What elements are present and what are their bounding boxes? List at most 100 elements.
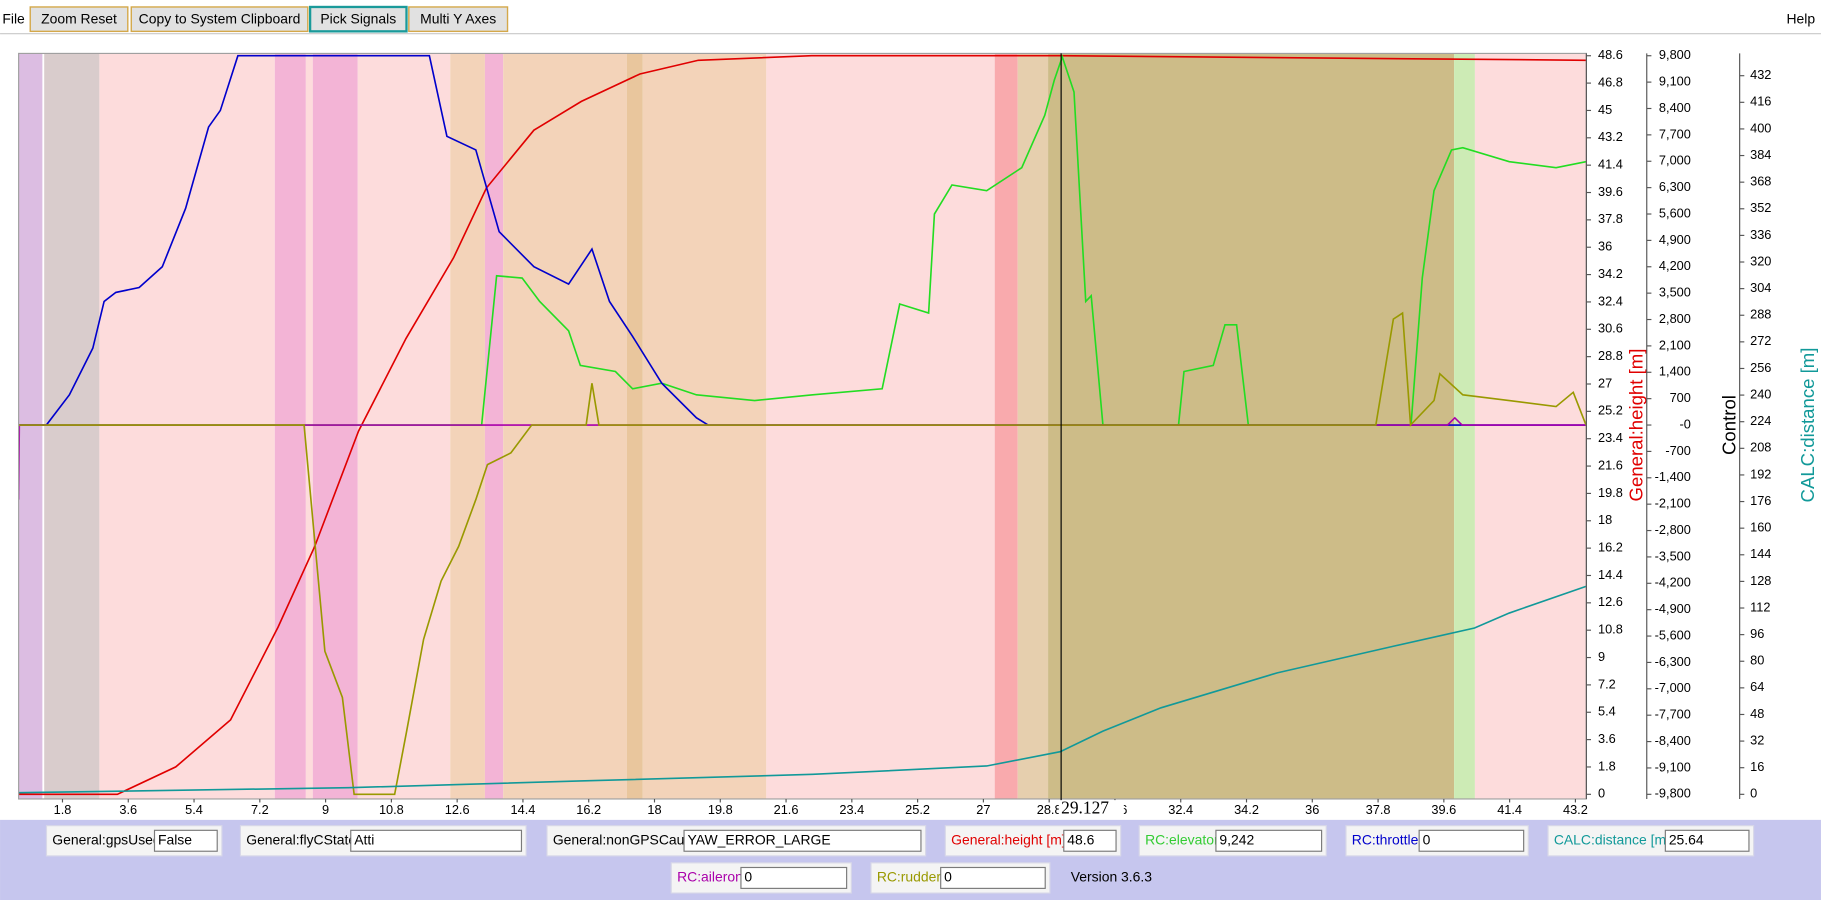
y-tick-label: 144	[1750, 546, 1771, 561]
y-tick-label: 176	[1750, 493, 1771, 508]
y-tick-label: 416	[1750, 94, 1771, 109]
status-field-value[interactable]: Atti	[354, 831, 374, 847]
state-band	[1017, 53, 1049, 799]
y-tick-label: 64	[1750, 679, 1764, 694]
y-tick-label: -6,300	[1655, 654, 1691, 669]
state-band	[99, 53, 275, 799]
y-axis-title: General:height [m]	[1625, 349, 1646, 502]
status-field-value[interactable]: 48.6	[1067, 831, 1094, 847]
x-tick-label: 1.8	[54, 802, 72, 817]
menu-help[interactable]: Help	[1787, 10, 1816, 26]
y-tick-label: 30.6	[1598, 321, 1623, 336]
x-tick-label: 21.6	[774, 802, 799, 817]
y-tick-label: 256	[1750, 360, 1771, 375]
y-tick-label: 7,700	[1659, 126, 1691, 141]
y-tick-label: 39.6	[1598, 184, 1623, 199]
state-band	[1474, 53, 1587, 799]
toolbar-button[interactable]	[408, 6, 509, 33]
x-tick-label: 43.2	[1563, 802, 1588, 817]
status-field-input[interactable]	[153, 829, 218, 852]
y-tick-label: 4,200	[1659, 258, 1691, 273]
y-tick-label: 19.8	[1598, 485, 1623, 500]
toolbar-button[interactable]	[308, 5, 408, 33]
status-field-value[interactable]: 0	[744, 869, 752, 885]
y-tick-label: 96	[1750, 626, 1764, 641]
state-band	[357, 53, 451, 799]
status-field-input[interactable]	[1063, 829, 1117, 852]
x-tick-label: 41.4	[1497, 802, 1522, 817]
toolbar-button-label[interactable]: Multi Y Axes	[420, 10, 496, 26]
y-tick-label: -7,000	[1655, 680, 1691, 695]
toolbar-button[interactable]	[29, 6, 129, 33]
y-tick-label: 12.6	[1598, 594, 1623, 609]
x-tick-label: 5.4	[185, 802, 203, 817]
x-tick-label: 18	[647, 802, 661, 817]
y-tick-label: -7,700	[1655, 707, 1691, 722]
y-tick-label: -9,800	[1655, 786, 1691, 801]
status-field-input[interactable]	[1664, 829, 1750, 852]
y-tick-label: 336	[1750, 227, 1771, 242]
series-line	[18, 54, 1587, 426]
status-field-value[interactable]: 25.64	[1669, 831, 1704, 847]
status-field-value[interactable]: 0	[1423, 831, 1431, 847]
series-line	[18, 54, 1587, 796]
y-tick-label: 0	[1750, 786, 1757, 801]
toolbar-button-label[interactable]: Pick Signals	[320, 10, 396, 26]
x-tick-label: 14.4	[511, 802, 536, 817]
series-line	[18, 585, 1587, 794]
menu-file[interactable]: File	[2, 10, 25, 26]
y-tick-label: -5,600	[1655, 627, 1691, 642]
y-tick-label: -4,200	[1655, 575, 1691, 590]
state-band	[44, 53, 100, 799]
y-tick-label: 10.8	[1598, 622, 1623, 637]
y-tick-label: 36	[1598, 239, 1612, 254]
status-field-value[interactable]: 9,242	[1219, 831, 1254, 847]
x-tick-label: 27	[976, 802, 990, 817]
y-tick-label: 432	[1750, 67, 1771, 82]
status-field-value[interactable]: 0	[944, 869, 952, 885]
y-tick-label: 32	[1750, 732, 1764, 747]
y-tick-label: 9,100	[1659, 73, 1691, 88]
status-field-label: General:height [m]	[951, 831, 1066, 847]
toolbar-button-label[interactable]: Zoom Reset	[41, 10, 117, 26]
y-tick-label: 0	[1598, 786, 1605, 801]
toolbar-button-label[interactable]: Copy to System Clipboard	[139, 10, 301, 26]
status-field-input[interactable]	[1215, 829, 1323, 852]
y-tick-label: 2,100	[1659, 337, 1691, 352]
y-tick-label: 224	[1750, 413, 1771, 428]
status-field-input[interactable]	[940, 866, 1046, 889]
y-tick-label: 45	[1598, 102, 1612, 117]
y-tick-label: 3,500	[1659, 285, 1691, 300]
y-tick-label: 48.6	[1598, 47, 1623, 62]
y-tick-label: 37.8	[1598, 211, 1623, 226]
x-tick-label: 3.6	[119, 802, 137, 817]
state-band	[305, 53, 313, 799]
toolbar-button[interactable]	[130, 6, 309, 33]
y-tick-label: 272	[1750, 333, 1771, 348]
y-tick-label: 25.2	[1598, 403, 1623, 418]
y-axis-title: Control	[1718, 395, 1739, 455]
y-tick-label: 18	[1598, 512, 1612, 527]
status-field-input[interactable]	[350, 829, 523, 852]
state-band	[503, 53, 627, 799]
x-tick-label: 16.2	[576, 802, 601, 817]
version-label: Version 3.6.3	[1071, 869, 1153, 885]
status-field-value[interactable]: False	[158, 831, 192, 847]
x-tick-label: 7.2	[251, 802, 269, 817]
y-tick-label: 400	[1750, 120, 1771, 135]
y-tick-label: 6,300	[1659, 179, 1691, 194]
status-field-value[interactable]: YAW_ERROR_LARGE	[688, 831, 831, 847]
x-tick-label: 23.4	[839, 802, 864, 817]
status-field-label: General:nonGPSCause	[553, 831, 700, 847]
x-tick-label: 32.4	[1168, 802, 1193, 817]
y-tick-label: 41.4	[1598, 157, 1623, 172]
y-tick-label: -3,500	[1655, 548, 1691, 563]
y-tick-label: -2,800	[1655, 522, 1691, 537]
status-field-input[interactable]	[1418, 829, 1525, 852]
y-tick-label: 2,800	[1659, 311, 1691, 326]
y-tick-label: 112	[1750, 599, 1770, 614]
status-field-input[interactable]	[683, 829, 922, 852]
y-tick-label: 160	[1750, 520, 1771, 535]
status-field-input[interactable]	[740, 866, 848, 889]
